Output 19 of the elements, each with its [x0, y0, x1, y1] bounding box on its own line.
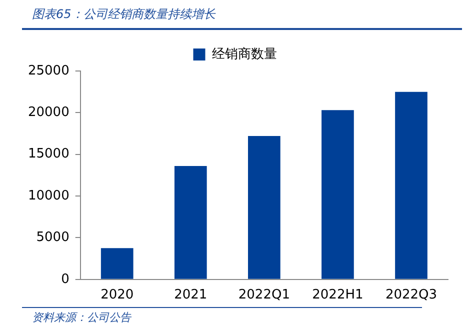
legend-label: 经销商数量	[212, 46, 277, 62]
x-tick-label: 2021	[174, 288, 208, 303]
y-tick-label: 5000	[36, 230, 70, 246]
bar	[322, 110, 354, 279]
y-tick-label: 20000	[28, 105, 70, 120]
bar	[395, 92, 428, 279]
y-tick-label: 15000	[28, 146, 70, 162]
text: 资料来源：公司公告	[32, 310, 131, 325]
bar	[100, 248, 134, 279]
y-tick-label: 10000	[28, 188, 70, 204]
x-tick-label: 2022H1	[312, 288, 364, 303]
chart-title: 图表65：公司经销商数量持续增长	[32, 6, 216, 23]
y-tick-label: 0	[61, 272, 70, 287]
x-tick-label: 2022Q3	[385, 288, 438, 303]
bar	[248, 136, 280, 279]
bar	[174, 166, 207, 279]
x-tick-label: 2022Q1	[238, 288, 290, 303]
x-tick-label: 2020	[100, 288, 134, 303]
y-tick-label: 25000	[28, 63, 70, 78]
